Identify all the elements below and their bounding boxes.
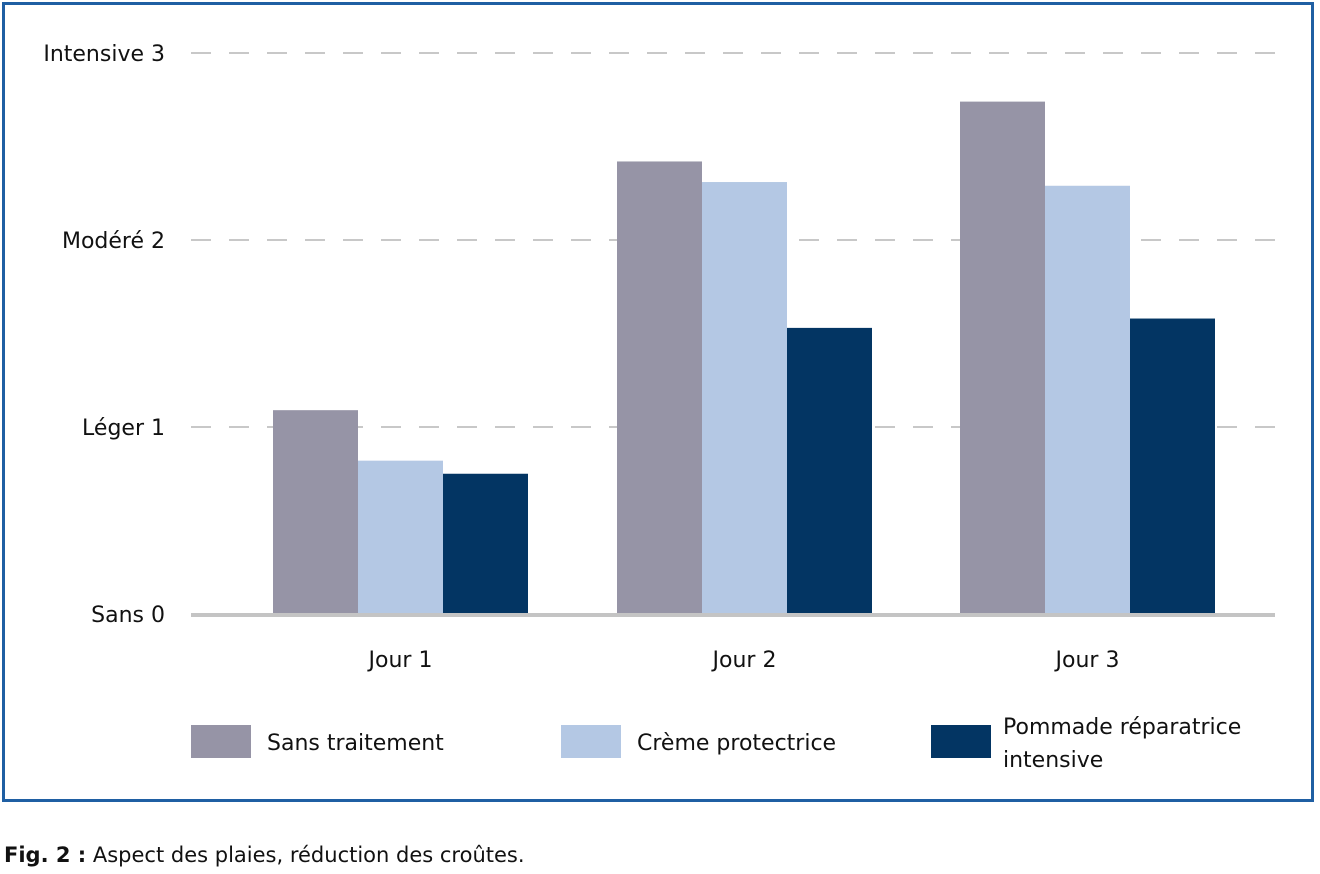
legend-swatch <box>191 725 251 758</box>
y-axis-ticks: Sans 0 Léger 1 Modéré 2 Intensive 3 <box>43 42 165 628</box>
y-tick-label: Sans 0 <box>91 603 165 628</box>
legend-label: Sans traitement <box>267 731 444 756</box>
legend-label: Crème protectrice <box>637 731 836 756</box>
bar <box>1130 318 1215 614</box>
bar <box>960 101 1045 615</box>
y-tick-label: Modéré 2 <box>62 229 165 254</box>
x-tick-label: Jour 1 <box>367 648 433 673</box>
y-tick-label: Léger 1 <box>82 416 165 441</box>
bar <box>273 410 358 614</box>
bar <box>787 327 872 614</box>
bar <box>617 161 702 614</box>
legend: Sans traitement Crème protectrice Pommade … <box>191 715 1241 773</box>
legend-label: Pommade réparatrice <box>1003 715 1241 740</box>
bar <box>702 182 787 614</box>
bar <box>358 460 443 614</box>
legend-swatch <box>561 725 621 758</box>
y-tick-label: Intensive 3 <box>43 42 165 67</box>
caption-label: Fig. 2 : <box>4 843 87 867</box>
x-axis-labels: Jour 1 Jour 2 Jour 3 <box>367 648 1120 673</box>
bars <box>273 101 1215 615</box>
caption-text: Aspect des plaies, réduction des croûtes… <box>92 843 525 867</box>
bar <box>443 473 528 614</box>
bar <box>1045 185 1130 614</box>
legend-swatch <box>931 725 991 758</box>
x-tick-label: Jour 3 <box>1054 648 1120 673</box>
x-tick-label: Jour 2 <box>711 648 777 673</box>
legend-label-line2: intensive <box>1003 748 1103 773</box>
figure-caption: Fig. 2 : Aspect des plaies, réduction de… <box>4 843 525 867</box>
